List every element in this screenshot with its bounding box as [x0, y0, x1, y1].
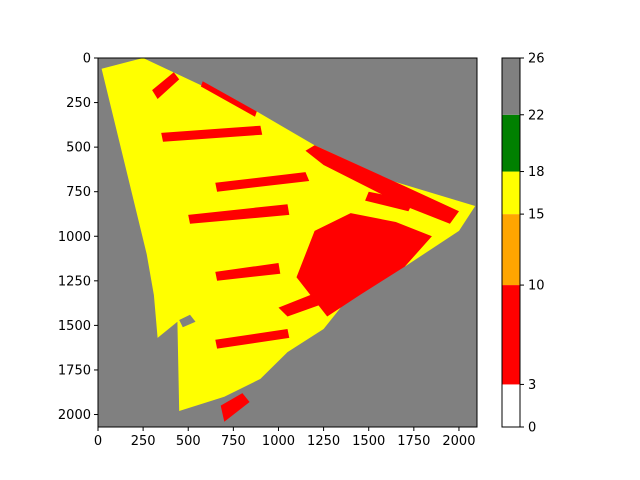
- map-region-red-band: [215, 329, 290, 349]
- colorbar-tick-label: 22: [528, 108, 545, 123]
- map-region-red-band: [365, 191, 414, 212]
- map-region-red-band: [200, 81, 257, 117]
- y-tick-label: 0: [83, 52, 91, 67]
- y-tick-label: 750: [66, 185, 91, 200]
- map-region-red-band: [161, 125, 263, 142]
- x-tick-label: 2000: [442, 434, 475, 449]
- map-region-red-dense: [296, 213, 432, 317]
- map-regions: [101, 58, 476, 422]
- map-region-red-band: [278, 289, 333, 317]
- colorbar-tick-label: 10: [528, 279, 545, 294]
- colorbar-tick-label: 15: [528, 208, 545, 223]
- y-tick-label: 1250: [58, 274, 91, 289]
- y-tick-label: 250: [66, 96, 91, 111]
- colorbar-frame: [501, 57, 521, 428]
- y-tick-label: 2000: [58, 408, 91, 423]
- x-tick-label: 250: [131, 434, 156, 449]
- colorbar-segment: [502, 114, 520, 172]
- map-region-main-field: [101, 58, 476, 411]
- colorbar-tick-label: 3: [528, 378, 536, 393]
- map-region-red-band: [215, 263, 281, 281]
- x-tick-label: 1250: [307, 434, 340, 449]
- map-region-red-band: [152, 72, 180, 99]
- x-tick-label: 1500: [352, 434, 385, 449]
- map-region-red-band: [305, 145, 459, 224]
- y-tick-label: 1750: [58, 363, 91, 378]
- x-tick-label: 1750: [397, 434, 430, 449]
- colorbar-segment: [502, 384, 520, 427]
- x-tick-label: 500: [176, 434, 201, 449]
- colorbar-segment: [502, 285, 520, 385]
- map-region-red-band: [220, 393, 250, 422]
- map-region-red-band: [215, 172, 310, 192]
- y-tick-label: 500: [66, 141, 91, 156]
- colorbar-segment: [502, 58, 520, 115]
- colorbar-tick-label: 18: [528, 165, 545, 180]
- x-tick-label: 0: [94, 434, 102, 449]
- colorbar-tick-label: 26: [528, 52, 545, 67]
- map-region-red-band: [188, 204, 290, 224]
- axes-frame: [97, 57, 478, 428]
- colorbar-tick-label: 0: [528, 421, 536, 436]
- y-tick-label: 1000: [58, 230, 91, 245]
- colorbar-segment: [502, 214, 520, 286]
- x-tick-label: 1000: [262, 434, 295, 449]
- y-tick-label: 1500: [58, 319, 91, 334]
- colorbar-segment: [502, 171, 520, 215]
- map-region-gray-hole: [179, 314, 196, 328]
- x-tick-label: 750: [221, 434, 246, 449]
